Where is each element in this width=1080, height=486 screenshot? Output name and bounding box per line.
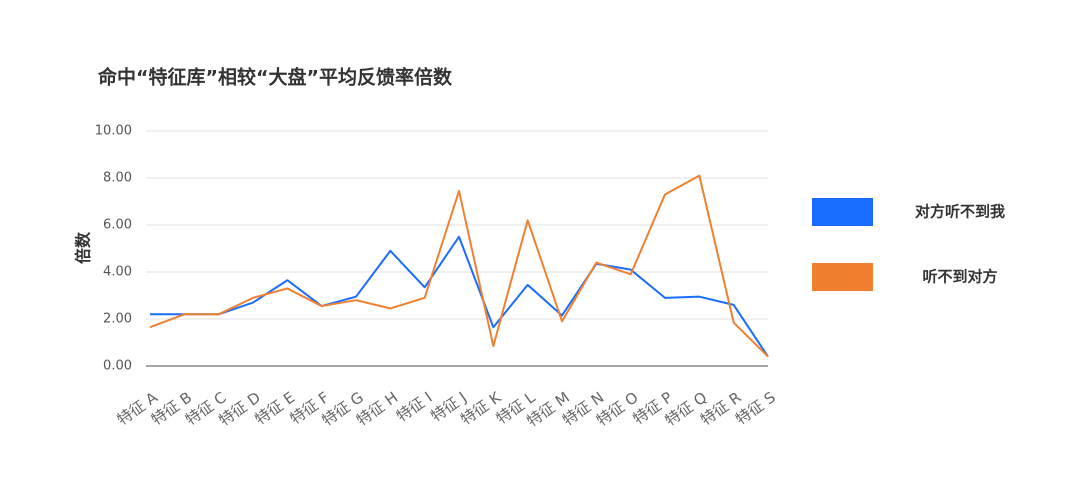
legend-swatch [812,198,873,226]
y-tick-label: 8.00 [103,171,132,186]
x-tick-label: 特征 E [252,388,299,428]
series-line [149,174,769,358]
y-axis-title: 倍数 [74,231,93,264]
y-tick-label: 0.00 [103,359,132,374]
legend-swatch [812,263,873,291]
y-tick-label: 6.00 [103,218,132,233]
x-tick-label: 特征 I [393,388,435,425]
y-tick-label: 10.00 [95,124,132,139]
series-line [150,235,769,358]
y-tick-label: 4.00 [103,265,132,280]
chart-title: 命中“特征库”相较“大盘”平均反馈率倍数 [98,66,453,89]
legend-label: 对方听不到我 [915,203,1005,221]
legend-label: 听不到对方 [922,268,997,286]
y-tick-label: 2.00 [103,312,132,327]
x-tick-label: 特征 S [732,388,779,428]
x-tick-label: 特征 K [457,388,505,429]
x-tick-label: 特征 R [697,388,744,429]
